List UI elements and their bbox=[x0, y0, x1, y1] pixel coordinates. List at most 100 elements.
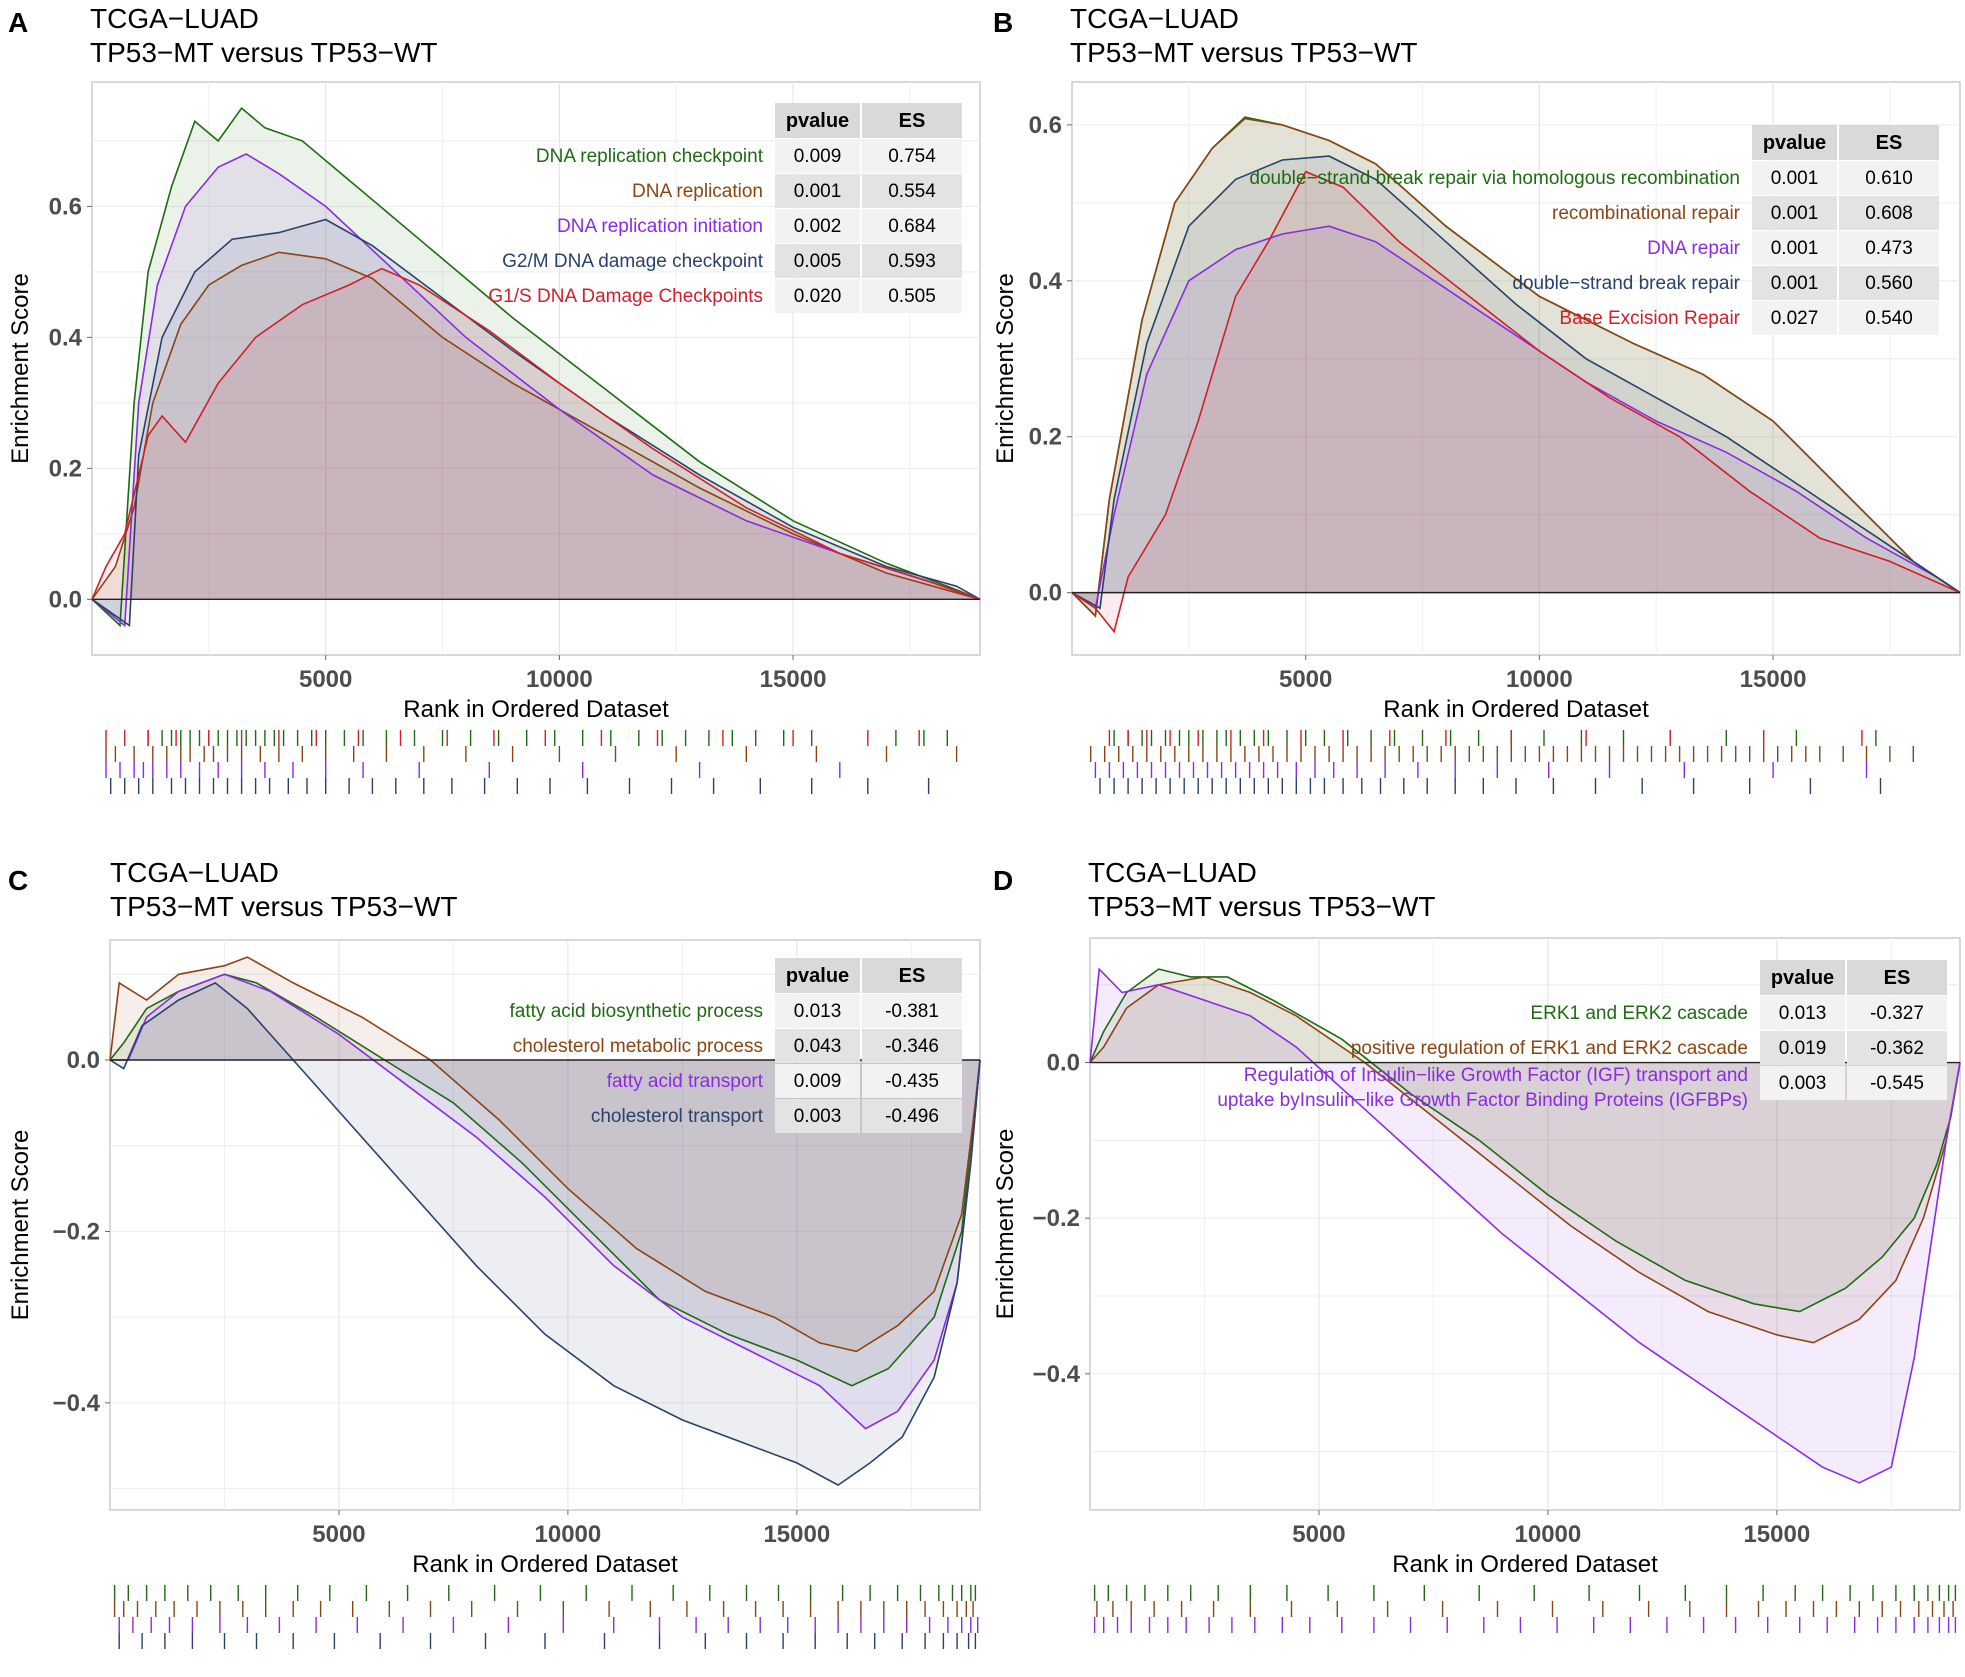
x-axis-label: Rank in Ordered Dataset bbox=[412, 1551, 678, 1578]
legend-label: uptake byInsulin−like Growth Factor Bind… bbox=[1217, 1090, 1748, 1111]
x-tick-label: 15000 bbox=[1740, 666, 1807, 693]
panel-title-line1: TCGA−LUAD bbox=[1088, 857, 1257, 888]
x-axis-label: Rank in Ordered Dataset bbox=[1392, 1551, 1658, 1578]
table-es: -0.435 bbox=[885, 1071, 939, 1092]
y-tick-label: 0.4 bbox=[1029, 268, 1063, 295]
table-cell bbox=[862, 1029, 962, 1063]
y-tick-label: 0.2 bbox=[1029, 424, 1062, 451]
table-cell bbox=[775, 209, 860, 243]
table-cell bbox=[862, 994, 962, 1028]
table-cell bbox=[1839, 266, 1939, 300]
table-header-es: ES bbox=[899, 965, 926, 987]
x-tick-label: 10000 bbox=[1515, 1521, 1582, 1548]
table-cell bbox=[1760, 1066, 1845, 1100]
table-cell bbox=[1752, 231, 1837, 265]
x-tick-label: 10000 bbox=[1506, 666, 1573, 693]
table-cell bbox=[1839, 231, 1939, 265]
panel-title-line2: TP53−MT versus TP53−WT bbox=[1088, 891, 1436, 922]
table-header-cell bbox=[1760, 960, 1845, 995]
legend-label: DNA replication checkpoint bbox=[536, 146, 764, 167]
es-line bbox=[91, 107, 981, 628]
table-cell bbox=[1752, 196, 1837, 230]
table-pvalue: 0.001 bbox=[1771, 203, 1819, 224]
panel-letter: A bbox=[8, 7, 28, 38]
es-line bbox=[91, 218, 981, 627]
table-cell bbox=[1847, 1031, 1947, 1065]
table-cell bbox=[775, 279, 860, 313]
es-line bbox=[109, 981, 981, 1487]
table-cell bbox=[1839, 161, 1939, 195]
table-header-cell bbox=[1839, 125, 1939, 160]
table-cell bbox=[775, 174, 860, 208]
panel-letter: D bbox=[993, 865, 1013, 896]
legend-label: G2/M DNA damage checkpoint bbox=[502, 251, 764, 272]
legend-label: DNA repair bbox=[1647, 238, 1741, 259]
table-pvalue: 0.019 bbox=[1779, 1038, 1827, 1059]
table-pvalue: 0.027 bbox=[1771, 308, 1819, 329]
legend-label: cholesterol metabolic process bbox=[513, 1036, 763, 1057]
es-area bbox=[1090, 969, 1960, 1312]
table-es: -0.362 bbox=[1870, 1038, 1924, 1059]
x-tick-label: 5000 bbox=[1292, 1521, 1345, 1548]
es-area bbox=[92, 154, 980, 626]
table-cell bbox=[1752, 266, 1837, 300]
table-es: 0.473 bbox=[1865, 238, 1913, 259]
y-axis-label: Enrichment Score bbox=[992, 273, 1019, 464]
x-axis-label: Rank in Ordered Dataset bbox=[1383, 696, 1649, 723]
x-axis-label: Rank in Ordered Dataset bbox=[403, 696, 669, 723]
es-line bbox=[109, 956, 981, 1353]
table-cell bbox=[862, 279, 962, 313]
x-tick-label: 15000 bbox=[760, 666, 827, 693]
table-cell bbox=[1847, 1066, 1947, 1100]
es-line bbox=[1089, 968, 1961, 1313]
table-cell bbox=[862, 209, 962, 243]
table-header-cell bbox=[775, 958, 860, 993]
y-tick-label: 0.0 bbox=[67, 1047, 100, 1074]
es-line bbox=[91, 251, 981, 601]
es-line bbox=[1071, 117, 1961, 618]
table-cell bbox=[862, 1099, 962, 1133]
table-es: 0.540 bbox=[1865, 308, 1913, 329]
panel-title-line1: TCGA−LUAD bbox=[110, 857, 279, 888]
y-tick-label: −0.4 bbox=[1033, 1361, 1081, 1388]
table-pvalue: 0.009 bbox=[794, 146, 842, 167]
legend-label: DNA replication bbox=[632, 181, 763, 202]
y-tick-label: −0.4 bbox=[53, 1390, 101, 1417]
panel-title-line1: TCGA−LUAD bbox=[1070, 3, 1239, 34]
table-pvalue: 0.013 bbox=[1779, 1003, 1827, 1024]
table-es: 0.684 bbox=[888, 216, 936, 237]
es-area bbox=[110, 974, 980, 1429]
table-pvalue: 0.013 bbox=[794, 1001, 842, 1022]
y-tick-label: 0.0 bbox=[1047, 1050, 1080, 1077]
table-pvalue: 0.001 bbox=[1771, 273, 1819, 294]
es-area bbox=[110, 957, 980, 1352]
table-es: 0.505 bbox=[888, 286, 936, 307]
legend-label: cholesterol transport bbox=[591, 1106, 764, 1127]
es-line bbox=[1071, 225, 1961, 610]
y-tick-label: −0.2 bbox=[1033, 1205, 1080, 1232]
table-es: 0.610 bbox=[1865, 168, 1913, 189]
legend-label: recombinational repair bbox=[1552, 203, 1741, 224]
table-pvalue: 0.001 bbox=[794, 181, 842, 202]
legend-label: fatty acid biosynthetic process bbox=[510, 1001, 763, 1022]
legend-label: DNA replication initiation bbox=[557, 216, 763, 237]
y-tick-label: 0.0 bbox=[49, 586, 82, 613]
y-tick-label: 0.0 bbox=[1029, 580, 1062, 607]
table-header-cell bbox=[775, 103, 860, 138]
es-line bbox=[91, 267, 981, 601]
table-es: -0.346 bbox=[885, 1036, 939, 1057]
table-cell bbox=[775, 139, 860, 173]
es-area bbox=[1072, 226, 1960, 609]
panel-letter: B bbox=[993, 7, 1013, 38]
table-cell bbox=[775, 1029, 860, 1063]
table-es: -0.327 bbox=[1870, 1003, 1924, 1024]
y-tick-label: 0.6 bbox=[1029, 112, 1062, 139]
table-cell bbox=[862, 1064, 962, 1098]
table-es: 0.754 bbox=[888, 146, 936, 167]
y-tick-label: 0.6 bbox=[49, 193, 82, 220]
es-line bbox=[1089, 976, 1961, 1344]
es-area bbox=[1072, 117, 1960, 616]
table-header-pvalue: pvalue bbox=[786, 965, 849, 987]
legend-label: ERK1 and ERK2 cascade bbox=[1530, 1003, 1748, 1024]
